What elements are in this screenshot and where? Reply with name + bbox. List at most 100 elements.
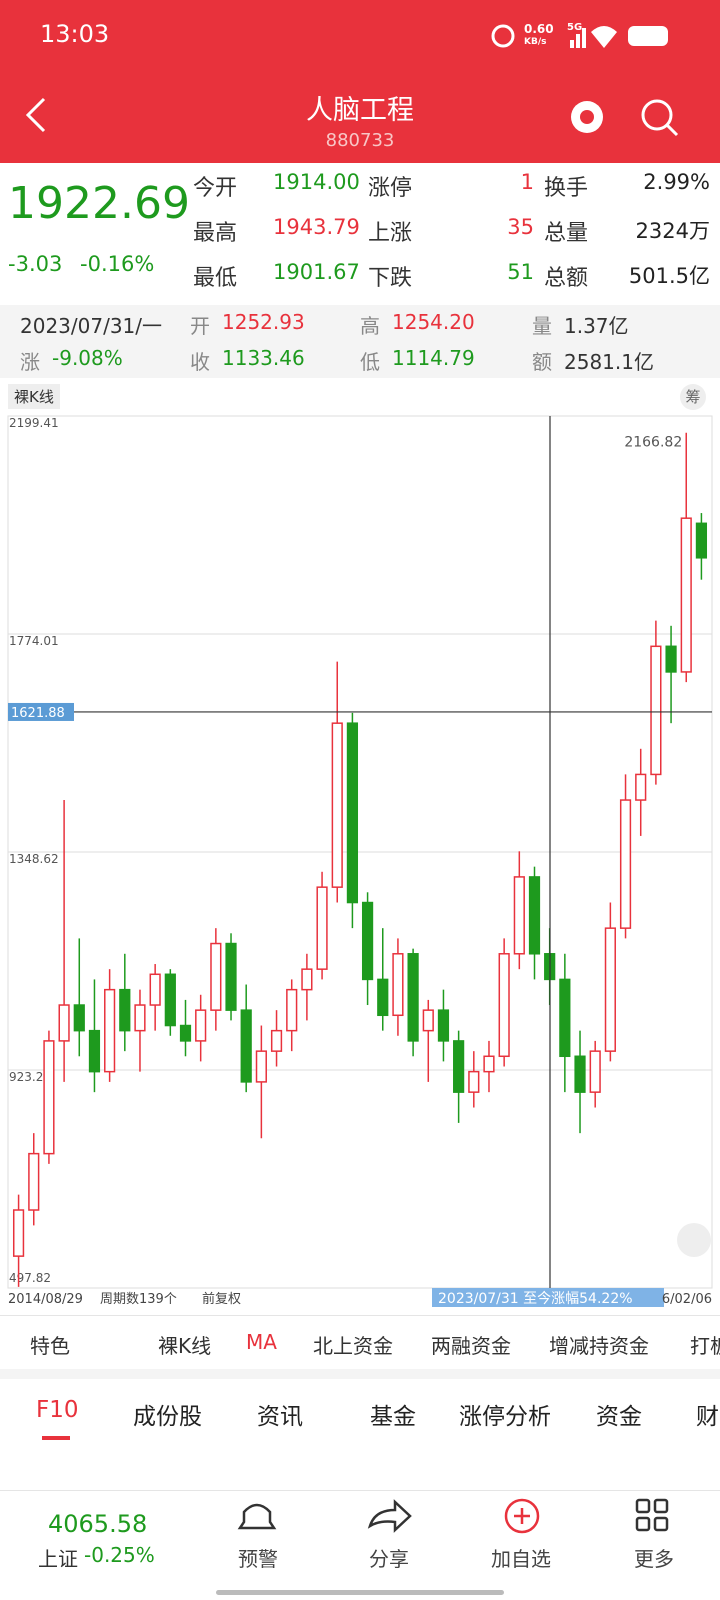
status-speed: 0.60 <box>524 22 554 36</box>
info-label: 涨 <box>20 350 40 374</box>
stat-label: 上涨 <box>368 221 413 246</box>
tab-indicator <box>42 1436 70 1440</box>
indicator-tab[interactable]: MA <box>246 1330 277 1354</box>
indicator-tab[interactable]: 增减持资金 <box>549 1334 649 1358</box>
index-change: -0.25% <box>84 1543 155 1567</box>
kline-chart: 2199.41 1774.01 1348.62 923.22 497.82 2166.82… <box>7 415 713 1307</box>
section-tab[interactable]: 成份股 <box>133 1404 202 1430</box>
footer-adjust: 前复权 <box>202 1291 241 1307</box>
candle-body <box>407 953 419 1042</box>
indicator-tab[interactable]: 打板 <box>690 1334 720 1358</box>
candle-body <box>695 522 708 559</box>
nav-item[interactable]: 更多 <box>634 1547 674 1571</box>
stat-value: 2.99% <box>643 170 710 194</box>
stat-label: 最低 <box>193 266 238 291</box>
candle-body <box>240 1009 252 1083</box>
y-tick-label: 1774.01 <box>9 634 59 648</box>
section-tab[interactable]: 涨停分析 <box>459 1404 551 1430</box>
info-high: 1254.20 <box>392 310 475 334</box>
section-tab[interactable]: F10 <box>36 1397 79 1423</box>
candle-body <box>255 1050 267 1083</box>
info-volume: 1.37亿 <box>564 314 629 338</box>
kline-mode[interactable]: 裸K线 <box>8 384 60 409</box>
candle-body <box>88 1029 101 1073</box>
candle-body <box>377 978 389 1017</box>
info-change: -9.08% <box>52 346 123 370</box>
candle-body <box>635 773 647 801</box>
stat-value: 1901.67 <box>273 260 360 284</box>
header-icons[interactable] <box>565 93 695 143</box>
indicator-tab[interactable]: 裸K线 <box>158 1334 212 1358</box>
candle-body <box>650 645 662 776</box>
stat-label: 涨停 <box>368 176 413 201</box>
candle-body <box>619 799 632 929</box>
indicator-tab[interactable]: 两融资金 <box>431 1334 511 1358</box>
candle-body <box>437 1009 450 1042</box>
range-note-bg <box>432 1288 664 1307</box>
candle-body <box>574 1055 586 1093</box>
section-tab[interactable]: 资金 <box>596 1404 642 1430</box>
y-tick-label: 923.22 <box>9 1070 51 1084</box>
price-change: -3.03 <box>8 252 63 276</box>
crosshair-label: 1621.88 <box>11 706 65 721</box>
home-indicator <box>216 1590 504 1595</box>
status-icons <box>491 24 668 48</box>
info-close: 1133.46 <box>222 346 305 370</box>
section-tab[interactable]: 基金 <box>370 1404 416 1430</box>
chip-button[interactable]: 筹 <box>680 384 706 410</box>
stat-count: 51 <box>507 260 534 284</box>
nav-item[interactable]: 分享 <box>369 1547 409 1571</box>
nav-item[interactable]: 加自选 <box>491 1547 551 1571</box>
candle-body <box>28 1152 40 1211</box>
index-value[interactable]: 4065.58 <box>48 1510 148 1538</box>
stock-code: 880733 <box>325 130 395 151</box>
y-tick-label: 2199.41 <box>9 416 59 430</box>
candle-body <box>73 1004 85 1032</box>
section-tab[interactable]: 资讯 <box>257 1404 303 1430</box>
candle-body <box>286 988 298 1032</box>
nav-icons <box>237 1498 669 1534</box>
candle-body <box>164 973 176 1027</box>
candle-body <box>361 901 374 981</box>
y-tick-label: 497.82 <box>9 1271 51 1285</box>
candle-body <box>680 517 692 673</box>
indicator-tab[interactable]: 北上资金 <box>313 1334 393 1358</box>
info-label: 高 <box>360 314 380 338</box>
nav-item[interactable]: 预警 <box>238 1547 278 1571</box>
candle-body <box>665 645 677 673</box>
candle-body <box>589 1050 601 1093</box>
section-tab[interactable]: 财 <box>696 1404 719 1430</box>
info-label: 收 <box>190 350 210 374</box>
max-label: 2166.82 <box>624 435 682 451</box>
stat-value: 1914.00 <box>273 170 360 194</box>
candle-body <box>483 1055 495 1073</box>
candle-body <box>331 722 343 888</box>
candle-body <box>104 988 116 1073</box>
info-label: 量 <box>532 314 552 338</box>
candle-body <box>604 927 616 1052</box>
candle-body <box>559 978 571 1058</box>
status-network: 5G <box>567 22 583 33</box>
crosshair-label-bg <box>8 702 74 721</box>
stat-label: 总额 <box>544 266 589 291</box>
indicator-tab[interactable]: 特色 <box>30 1334 70 1358</box>
info-panel <box>0 305 720 378</box>
index-name: 上证 <box>38 1547 78 1571</box>
expand-button <box>677 1223 711 1257</box>
nav-divider <box>0 1490 720 1491</box>
candle-body <box>498 953 510 1058</box>
stat-label: 最高 <box>193 221 238 246</box>
info-amount: 2581.1亿 <box>564 350 654 374</box>
candle-body <box>513 876 525 955</box>
stat-label: 下跌 <box>368 266 413 291</box>
back-button[interactable] <box>22 95 52 135</box>
candle-body <box>468 1070 480 1093</box>
info-label: 额 <box>532 350 552 374</box>
footer-periods: 周期数139个 <box>100 1292 177 1307</box>
info-low: 1114.79 <box>392 346 475 370</box>
candle-body <box>346 722 359 904</box>
candle-body <box>43 1040 55 1155</box>
stat-count: 35 <box>507 215 534 239</box>
range-note: 2023/07/31 至今涨幅54.22% <box>438 1291 633 1307</box>
